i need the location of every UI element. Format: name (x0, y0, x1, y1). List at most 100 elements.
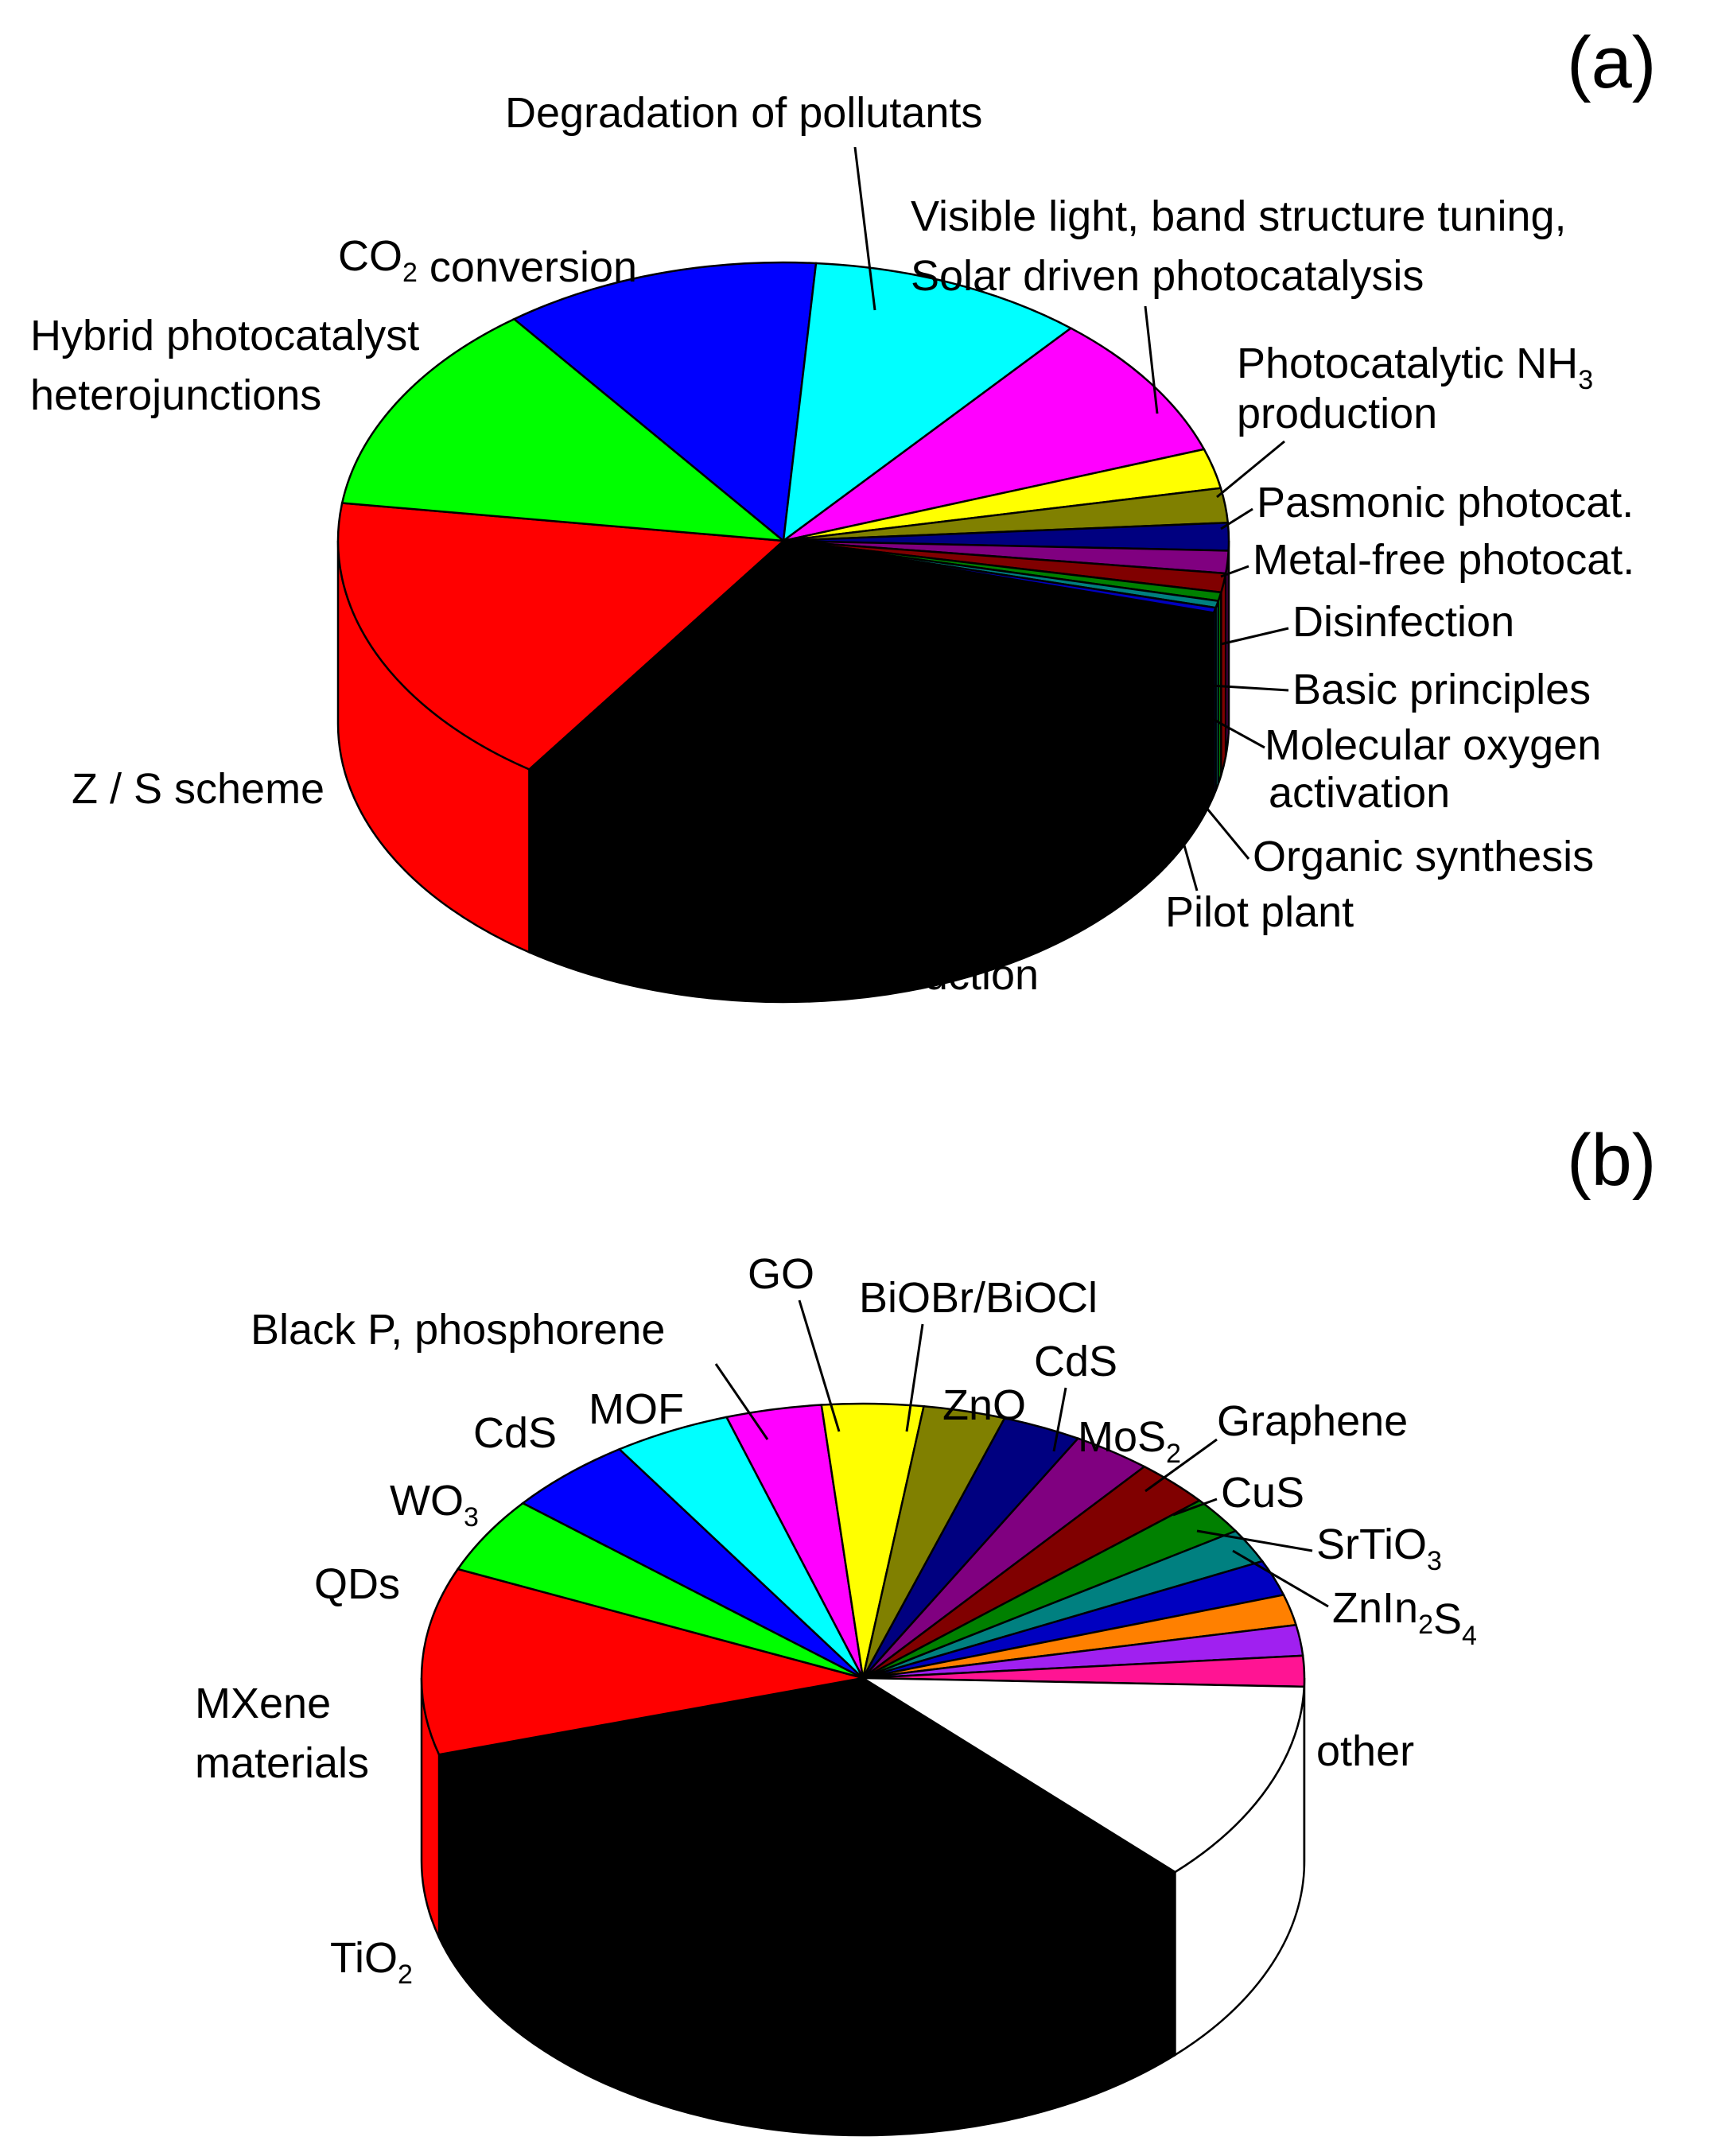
label-text: Photocatalytic NH (1237, 340, 1578, 387)
label-text: GO (748, 1250, 814, 1298)
panel-a-letter: (a) (1567, 22, 1656, 103)
leader-line (1172, 1498, 1218, 1517)
slice-label: BiOBr/BiOCl (859, 1274, 1098, 1322)
slice-label: WO3 (390, 1477, 479, 1533)
pie-slice (336, 502, 786, 771)
label-text: Metal-free photocat. (1253, 536, 1634, 584)
label-subscript: 3 (912, 2079, 927, 2109)
pie-slice (512, 261, 818, 543)
label-subscript: 2 (1418, 1610, 1433, 1640)
slice-label: Pilot plant (1165, 888, 1354, 936)
slice-label: CdS (1034, 1338, 1117, 1385)
label-subscript: 2 (806, 965, 822, 996)
leader-line (798, 1299, 841, 1432)
leader-line (1145, 1438, 1218, 1493)
slice-label: Pasmonic photocat. (1257, 479, 1634, 526)
leader-line (1184, 702, 1265, 749)
pie-slice (527, 539, 1215, 821)
label-text: g-C (843, 2053, 912, 2101)
label-text: TiO (330, 1934, 398, 1982)
slice-label: g-C3N4 (843, 2053, 974, 2120)
slice-label: activation (1269, 769, 1450, 817)
slice-label: Photocatalytic NH3 (1237, 340, 1593, 395)
label-text: MOF (589, 1385, 684, 1433)
label-text: CdS (1034, 1338, 1117, 1385)
leader-line (1144, 305, 1159, 414)
label-text: Molecular oxygen (1265, 721, 1601, 769)
slice-label: CdS (473, 1409, 557, 1457)
slice-label: Visible light, band structure tuning, (911, 192, 1567, 240)
slice-label: MXene (195, 1680, 331, 1727)
slice-label: Disinfection (1292, 598, 1514, 646)
label-text: Disinfection (1292, 598, 1514, 646)
slice-label: Graphene (1217, 1397, 1408, 1445)
label-text: Graphene (1217, 1397, 1408, 1445)
leader-line (1196, 1529, 1313, 1552)
label-text: S (1433, 1595, 1462, 1643)
label-subscript: 2 (1166, 1439, 1181, 1469)
label-text: MoS (1078, 1413, 1166, 1461)
label-subscript: 2 (398, 1960, 413, 1990)
pie-slice (783, 539, 1218, 614)
label-text: BiOBr/BiOCl (859, 1274, 1098, 1322)
slice-label: Basic principles (1292, 666, 1591, 713)
slice-label: Molecular oxygen (1265, 721, 1601, 769)
label-text: N (927, 2065, 958, 2112)
pie-slice (420, 1567, 864, 1756)
slice-label: MoS2 (1078, 1413, 1181, 1469)
leader-line (1216, 440, 1285, 499)
leader-line (853, 146, 876, 311)
slice-label: Z / S scheme (72, 765, 325, 813)
label-text: other (1316, 1727, 1414, 1775)
slice-label: ZnIn2S4 (1332, 1584, 1477, 1651)
label-text: CO (338, 232, 402, 280)
slice-label: materials (195, 1739, 369, 1787)
slice-label: CuS (1221, 1469, 1304, 1517)
label-text: CdS (473, 1409, 557, 1457)
pie-slice (340, 317, 787, 542)
slice-label: Metal-free photocat. (1253, 536, 1634, 584)
label-subscript: 2 (402, 258, 418, 288)
slice-label: heterojunctions (30, 371, 321, 419)
pie-slice (782, 262, 1073, 543)
label-subscript: 3 (464, 1502, 479, 1533)
leader-line (1052, 1387, 1067, 1452)
label-subscript: 4 (958, 2090, 974, 2120)
leader-line (1220, 507, 1253, 530)
label-text: WO (390, 1477, 464, 1525)
slice-label: Degradation of pollutants (505, 89, 982, 137)
slice-label: MOF (589, 1385, 684, 1433)
label-text: conversion (418, 243, 637, 291)
slice-label: QDs (314, 1560, 400, 1608)
label-text: Visible light, band structure tuning, (911, 192, 1567, 240)
leader-line (1220, 627, 1289, 646)
label-text: Basic principles (1292, 666, 1591, 713)
label-text: Hybrid photocatalyst (30, 312, 419, 359)
slice-label: SrTiO3 (1316, 1521, 1442, 1576)
label-text: H (775, 940, 806, 988)
pie-top-faces (420, 1402, 1306, 1954)
label-text: ZnO (942, 1381, 1026, 1429)
leader-line (1184, 682, 1289, 692)
panel-b-letter: (b) (1567, 1120, 1656, 1201)
leader-line (1160, 763, 1199, 892)
label-text: Black P, phosphorene (251, 1306, 665, 1354)
label-text: Pasmonic photocat. (1257, 479, 1634, 526)
slice-label: production (1237, 390, 1437, 437)
slice-label: Hybrid photocatalyst (30, 312, 419, 359)
pie-top-faces (336, 261, 1230, 821)
label-text: SrTiO (1316, 1521, 1427, 1568)
pie-slice (437, 1676, 1177, 1954)
leader-line (1220, 565, 1249, 578)
label-subscript: 4 (1462, 1621, 1477, 1651)
label-text: Degradation of pollutants (505, 89, 982, 137)
slice-label: H2 Production (775, 940, 1039, 999)
slice-label: CO2 conversion (338, 232, 637, 291)
label-subscript: 3 (1427, 1546, 1442, 1576)
leader-line (905, 1323, 924, 1432)
label-text: Production (822, 951, 1039, 999)
label-text: Organic synthesis (1253, 833, 1594, 880)
label-text: ZnIn (1332, 1584, 1418, 1632)
